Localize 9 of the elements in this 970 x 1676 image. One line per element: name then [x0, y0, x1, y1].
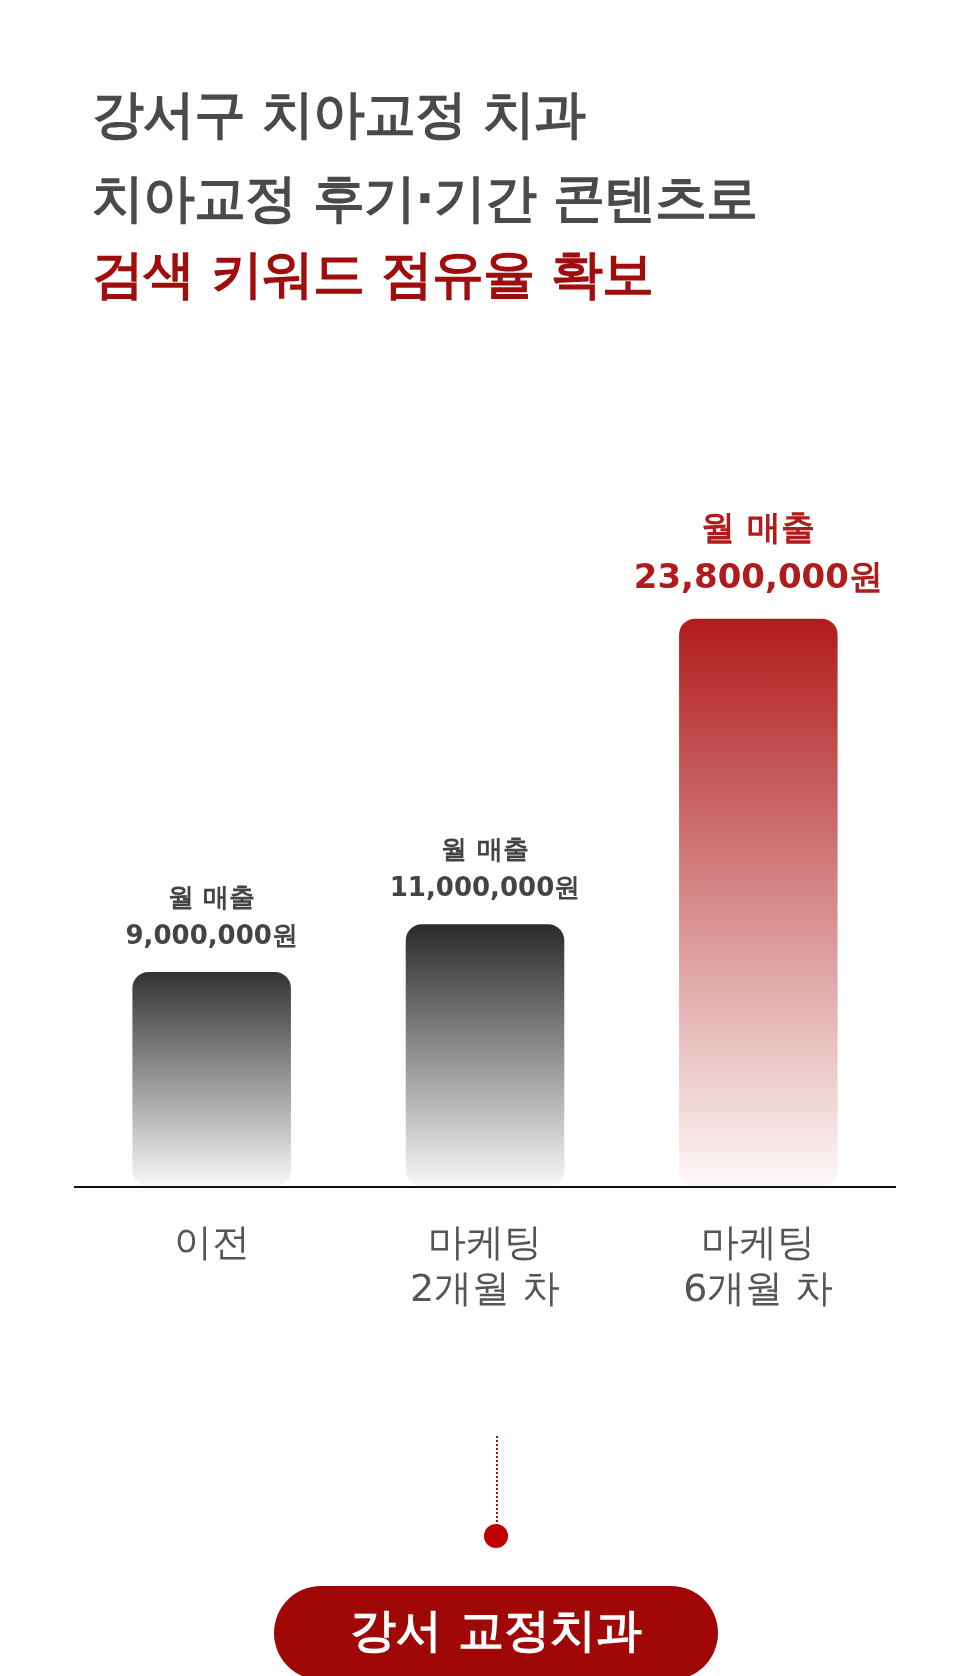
chart-title: 강서구 치아교정 치과 치아교정 후기·기간 콘텐츠로 [92, 83, 757, 230]
chart-subtitle: 검색 키워드 점유율 확보 [92, 243, 654, 306]
x-tick-label: 마케팅 6개월 차 [683, 1220, 834, 1311]
data-label: 월 매출 9,000,000원 [125, 882, 298, 950]
data-label: 월 매출 23,800,000원 [633, 507, 883, 597]
x-tick-label: 이전 [173, 1220, 250, 1265]
data-label: 월 매출 11,000,000원 [389, 834, 581, 902]
text: 강서 교정치과 [274, 1586, 718, 1676]
x-tick-label: 마케팅 2개월 차 [409, 1220, 561, 1311]
